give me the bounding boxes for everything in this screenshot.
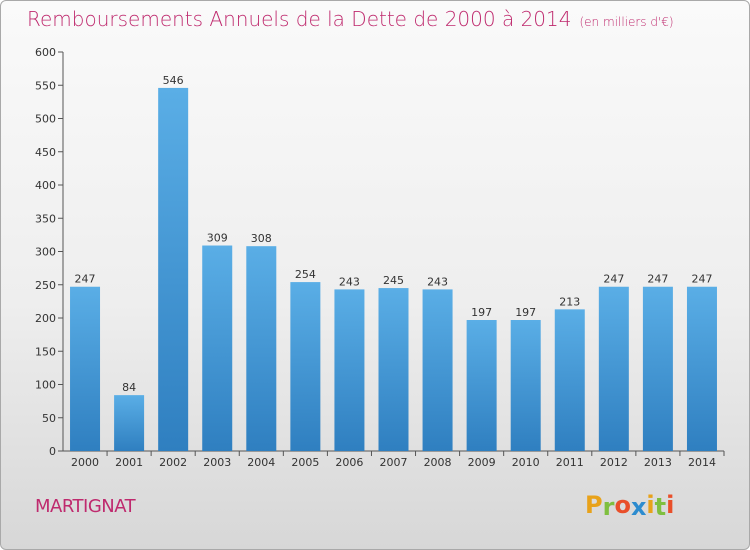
data-label-2003: 309 xyxy=(207,232,228,245)
chart-title: Remboursements Annuels de la Dette de 20… xyxy=(27,7,674,31)
data-label-2001: 84 xyxy=(122,381,136,394)
data-label-2012: 247 xyxy=(603,273,624,286)
bars: 247 84 546 309 308 254 243 245 243 197 197 213 247 24… xyxy=(70,74,717,451)
bar-2003 xyxy=(202,245,233,451)
bar-2012 xyxy=(598,286,629,451)
y-tick-label: 250 xyxy=(35,279,56,292)
x-tick-label: 2008 xyxy=(424,456,452,469)
data-label-2014: 247 xyxy=(691,273,712,286)
bar-2010 xyxy=(510,319,541,451)
x-tick-label: 2007 xyxy=(380,456,408,469)
bar-2014 xyxy=(686,286,717,451)
bar-2013 xyxy=(642,286,673,451)
x-tick-label: 2006 xyxy=(335,456,363,469)
logo-letter: t xyxy=(654,493,667,521)
x-tick-label: 2013 xyxy=(644,456,672,469)
data-label-2004: 308 xyxy=(251,232,272,245)
y-tick-label: 400 xyxy=(35,179,56,192)
logo-letter: x xyxy=(630,493,647,521)
x-tick-label: 2010 xyxy=(512,456,540,469)
y-tick-label: 150 xyxy=(35,345,56,358)
y-tick-label: 0 xyxy=(49,445,56,458)
y-tick-label: 50 xyxy=(42,412,56,425)
logo-letter: i xyxy=(646,491,655,519)
x-tick-label: 2012 xyxy=(600,456,628,469)
x-tick-label: 2014 xyxy=(688,456,716,469)
bar-2006 xyxy=(334,289,365,451)
bar-2000 xyxy=(70,286,101,451)
y-tick-label: 300 xyxy=(35,246,56,259)
y-tick-label: 450 xyxy=(35,146,56,159)
data-label-2005: 254 xyxy=(295,268,316,281)
chart-subtitle: (en milliers d'€) xyxy=(579,15,674,29)
logo-letter: i xyxy=(666,491,675,519)
data-label-2010: 197 xyxy=(515,306,536,319)
bar-2001 xyxy=(114,395,145,451)
bar-2004 xyxy=(246,246,277,451)
data-label-2007: 245 xyxy=(383,274,404,287)
chart-title-text: Remboursements Annuels de la Dette de 20… xyxy=(27,7,572,31)
x-tick-label: 2001 xyxy=(115,456,143,469)
data-label-2008: 243 xyxy=(427,275,448,288)
x-tick-label: 2009 xyxy=(468,456,496,469)
y-tick-label: 100 xyxy=(35,379,56,392)
bar-2011 xyxy=(554,309,585,451)
y-tick-label: 200 xyxy=(35,312,56,325)
bar-2005 xyxy=(290,282,321,451)
logo-letter: o xyxy=(614,491,631,519)
data-label-2013: 247 xyxy=(647,273,668,286)
data-label-2009: 197 xyxy=(471,306,492,319)
bar-2008 xyxy=(422,289,453,451)
data-label-2000: 247 xyxy=(75,273,96,286)
x-tick-label: 2005 xyxy=(291,456,319,469)
city-name: MARTIGNAT xyxy=(35,496,136,517)
y-tick-label: 600 xyxy=(35,46,56,59)
data-label-2002: 546 xyxy=(163,74,184,87)
data-label-2011: 213 xyxy=(559,295,580,308)
y-tick-label: 550 xyxy=(35,79,56,92)
x-axis: 2000 2001 2002 2003 2004 2005 2006 2007 2008 2009… xyxy=(63,450,725,469)
y-tick-label: 350 xyxy=(35,212,56,225)
logo-letter: r xyxy=(602,493,615,521)
data-label-2006: 243 xyxy=(339,275,360,288)
x-tick-label: 2004 xyxy=(247,456,275,469)
x-tick-label: 2002 xyxy=(159,456,187,469)
x-tick-label: 2000 xyxy=(71,456,99,469)
x-tick-label: 2003 xyxy=(203,456,231,469)
proxiti-logo: Proxiti xyxy=(585,491,675,521)
y-tick-label: 500 xyxy=(35,113,56,126)
bar-chart: 0 50 100 150 200 250 300 350 400 450 500 550 600 200… xyxy=(35,46,725,469)
bar-2009 xyxy=(466,319,497,451)
x-tick-label: 2011 xyxy=(556,456,584,469)
logo-letter: P xyxy=(585,491,603,519)
bar-2002 xyxy=(158,87,189,451)
bar-2007 xyxy=(378,288,409,451)
y-axis: 0 50 100 150 200 250 300 350 400 450 500 550 600 xyxy=(35,46,64,458)
